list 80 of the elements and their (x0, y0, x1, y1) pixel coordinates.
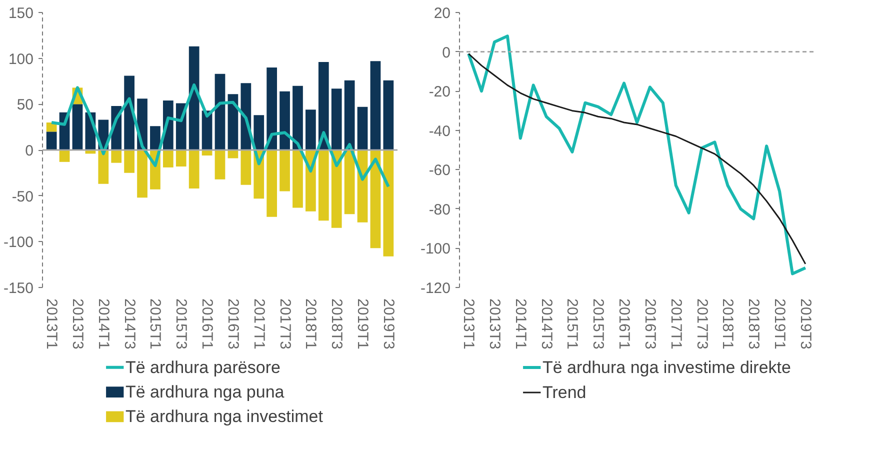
bar (240, 150, 252, 185)
x-tick-label: 2018T3 (328, 298, 346, 350)
bar (383, 150, 394, 256)
y-tick-label: -100 (420, 240, 451, 258)
x-tick-label: 2016T1 (198, 298, 216, 350)
bar (150, 126, 160, 150)
bar (137, 150, 148, 198)
y-tick-label: -40 (428, 122, 451, 140)
x-tick-label: 2013T1 (460, 298, 478, 350)
x-tick-label: 2013T3 (486, 298, 503, 350)
x-tick-label: 2014T3 (538, 298, 555, 350)
bar (370, 61, 381, 150)
y-tick-label: 150 (8, 5, 34, 22)
bar (318, 150, 329, 221)
bar (344, 80, 355, 150)
bar (266, 150, 278, 217)
bar (331, 88, 342, 150)
y-tick-label: 50 (16, 96, 34, 114)
x-tick-label: 2013T3 (68, 298, 86, 350)
x-tick-label: 2017T1 (667, 298, 684, 350)
bar (280, 91, 290, 150)
x-tick-label: 2015T1 (146, 298, 164, 350)
legend-label: Të ardhura nga investime direkte (542, 358, 791, 377)
y-tick-label: -150 (3, 280, 34, 297)
bar (98, 150, 109, 184)
bar (344, 150, 355, 214)
x-tick-label: 2017T3 (693, 298, 710, 350)
bar (188, 46, 200, 150)
bar (214, 74, 226, 150)
x-tick-label: 2015T3 (590, 298, 607, 350)
y-tick-label: -20 (428, 84, 451, 101)
bar (266, 68, 278, 150)
x-tick-label: 2016T3 (224, 298, 242, 350)
bar (292, 86, 303, 150)
bar (72, 104, 83, 150)
bar (254, 115, 264, 150)
y-tick-label: 0 (442, 44, 450, 62)
bar (280, 150, 290, 192)
legend-label: Të ardhura parësore (125, 358, 280, 377)
bar (46, 132, 57, 150)
x-tick-label: 2014T1 (94, 298, 112, 350)
bar (292, 150, 303, 208)
y-tick-label: 20 (434, 5, 451, 22)
x-tick-label: 2018T1 (302, 298, 320, 350)
y-tick-label: -100 (3, 234, 34, 252)
x-tick-label: 2019T3 (380, 298, 397, 350)
bar (124, 150, 134, 173)
y-tick-label: -80 (428, 201, 451, 218)
x-tick-label: 2015T1 (564, 298, 581, 350)
x-tick-label: 2014T1 (512, 298, 529, 350)
x-tick-label: 2018T1 (719, 298, 736, 350)
y-tick-label: -50 (12, 188, 34, 206)
x-tick-label: 2015T3 (172, 298, 190, 350)
y-tick-label: -120 (420, 280, 451, 297)
bar (383, 80, 394, 150)
x-tick-label: 2014T3 (120, 298, 138, 350)
bar (306, 110, 316, 150)
x-tick-label: 2019T1 (354, 298, 372, 350)
bar (111, 150, 122, 163)
x-tick-label: 2019T1 (771, 298, 788, 350)
bar (176, 150, 186, 166)
line-series (50, 83, 390, 188)
x-tick-label: 2017T1 (250, 298, 268, 350)
y-tick-label: 0 (25, 142, 34, 160)
y-tick-label: -60 (428, 162, 451, 180)
bar (162, 150, 174, 168)
x-tick-label: 2016T1 (616, 298, 633, 350)
legend-label: Trend (542, 383, 586, 402)
y-tick-label: 100 (8, 50, 34, 68)
x-tick-label: 2017T3 (276, 298, 294, 350)
bar (318, 62, 329, 150)
x-tick-label: 2019T3 (796, 298, 814, 350)
x-tick-label: 2018T3 (745, 298, 762, 350)
bar (357, 106, 368, 150)
legend-label: Të ardhura nga puna (125, 382, 285, 402)
bar (188, 150, 200, 188)
legend-label: Të ardhura nga investimet (125, 407, 324, 426)
x-tick-label: 2013T1 (43, 298, 60, 350)
x-tick-label: 2016T3 (641, 298, 658, 350)
bar (214, 150, 226, 180)
